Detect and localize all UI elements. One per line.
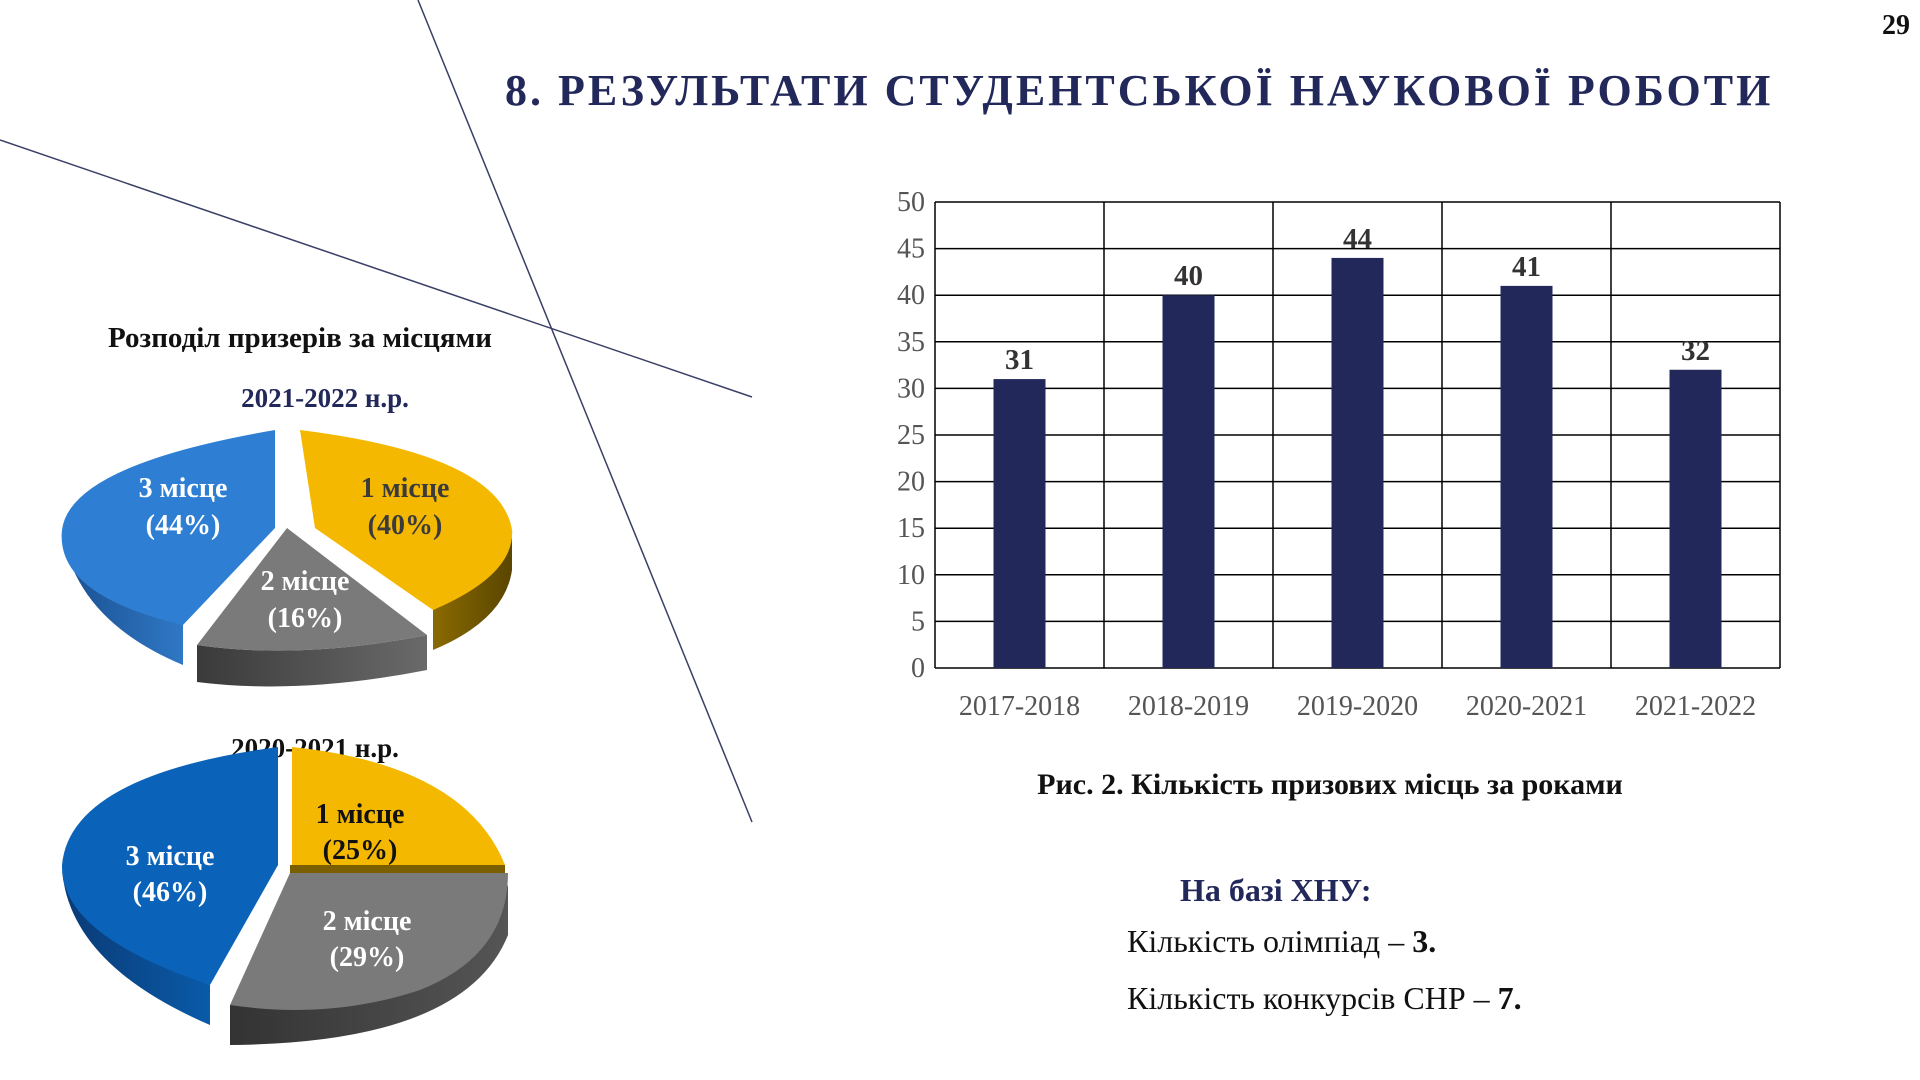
contests-value: 7. [1497, 980, 1522, 1016]
x-tick-label: 2020-2021 [1466, 691, 1587, 722]
bar-2018-2019 [1162, 295, 1215, 668]
pie-slice-1st-place [292, 747, 505, 865]
slice-label: 1 місце [316, 799, 405, 830]
pie-chart-2020-2021: 3 місце (46%) 1 місце (25%) 2 місце (29%… [61, 747, 508, 1045]
bar-value-label: 32 [1681, 335, 1710, 367]
bar-value-label: 40 [1174, 260, 1203, 292]
x-tick-label: 2019-2020 [1297, 691, 1418, 722]
y-tick-label: 40 [897, 280, 925, 311]
chart-caption: Рис. 2. Кількість призових місць за рока… [1037, 768, 1623, 801]
y-tick-label: 50 [897, 187, 925, 218]
bar-value-label: 41 [1512, 251, 1541, 283]
y-tick-label: 20 [897, 467, 925, 498]
pie-slice-3rd-place [61, 430, 275, 625]
bar-2019-2020 [1331, 257, 1384, 668]
pie-slice-side [62, 870, 210, 1025]
page-number: 29 [1882, 10, 1910, 41]
olympiads-value: 3. [1412, 923, 1437, 959]
pie-slice-1st-place [300, 430, 513, 610]
pie-slice-2nd-place [197, 528, 427, 651]
pies-heading: Розподіл призерів за місцями [108, 322, 492, 354]
y-tick-label: 25 [897, 420, 925, 451]
page-title: 8. РЕЗУЛЬТАТИ СТУДЕНТСЬКОЇ НАУКОВОЇ РОБО… [505, 66, 1774, 115]
contests-count: Кількість конкурсів СНР – 7. [1127, 980, 1522, 1017]
slice-pct: (46%) [133, 877, 208, 908]
pie-slice-3rd-place [61, 747, 278, 985]
pie-slice-side [197, 635, 427, 687]
pie-chart-2021-2022: 3 місце (44%) 1 місце (40%) 2 місце (16%… [61, 430, 513, 687]
contests-label: Кількість конкурсів СНР – [1127, 980, 1498, 1016]
olympiads-label: Кількість олімпіад – [1127, 923, 1413, 959]
pie-year-label: 2021-2022 н.р. [241, 383, 409, 413]
bar-2021-2022 [1669, 369, 1722, 668]
y-tick-label: 10 [897, 560, 925, 591]
slice-label: 2 місце [323, 906, 412, 937]
slice-label: 3 місце [139, 473, 228, 504]
slice-pct: (29%) [330, 942, 405, 973]
pie-slice-side [290, 865, 505, 873]
y-tick-label: 5 [911, 606, 925, 637]
y-tick-label: 15 [897, 513, 925, 544]
decorative-line [0, 139, 753, 398]
bar-value-label: 31 [1005, 344, 1034, 376]
bar-2020-2021 [1500, 285, 1553, 668]
y-tick-label: 35 [897, 327, 925, 358]
y-tick-label: 0 [911, 653, 925, 684]
x-tick-label: 2021-2022 [1635, 691, 1756, 722]
pie-slice-side [433, 530, 513, 650]
y-tick-label: 30 [897, 373, 925, 404]
bar-chart: 0 5 10 15 20 25 30 35 40 45 50 31 2017-2018 40 2018-20… [897, 187, 1781, 722]
y-tick-label: 45 [897, 234, 925, 265]
slice-label: 1 місце [361, 473, 450, 504]
x-tick-label: 2018-2019 [1128, 691, 1249, 722]
info-heading: На базі ХНУ: [1180, 872, 1372, 908]
x-tick-label: 2017-2018 [959, 691, 1080, 722]
slice-label: 3 місце [126, 841, 215, 872]
bar-2017-2018 [993, 379, 1046, 668]
slice-pct: (44%) [146, 510, 221, 541]
olympiads-count: Кількість олімпіад – 3. [1127, 923, 1436, 960]
bar-value-label: 44 [1343, 223, 1372, 255]
pie-slice-2nd-place [230, 873, 508, 1010]
slice-pct: (25%) [323, 835, 398, 866]
slice-pct: (40%) [368, 510, 443, 541]
slice-pct: (16%) [268, 603, 343, 634]
slice-label: 2 місце [261, 566, 350, 597]
